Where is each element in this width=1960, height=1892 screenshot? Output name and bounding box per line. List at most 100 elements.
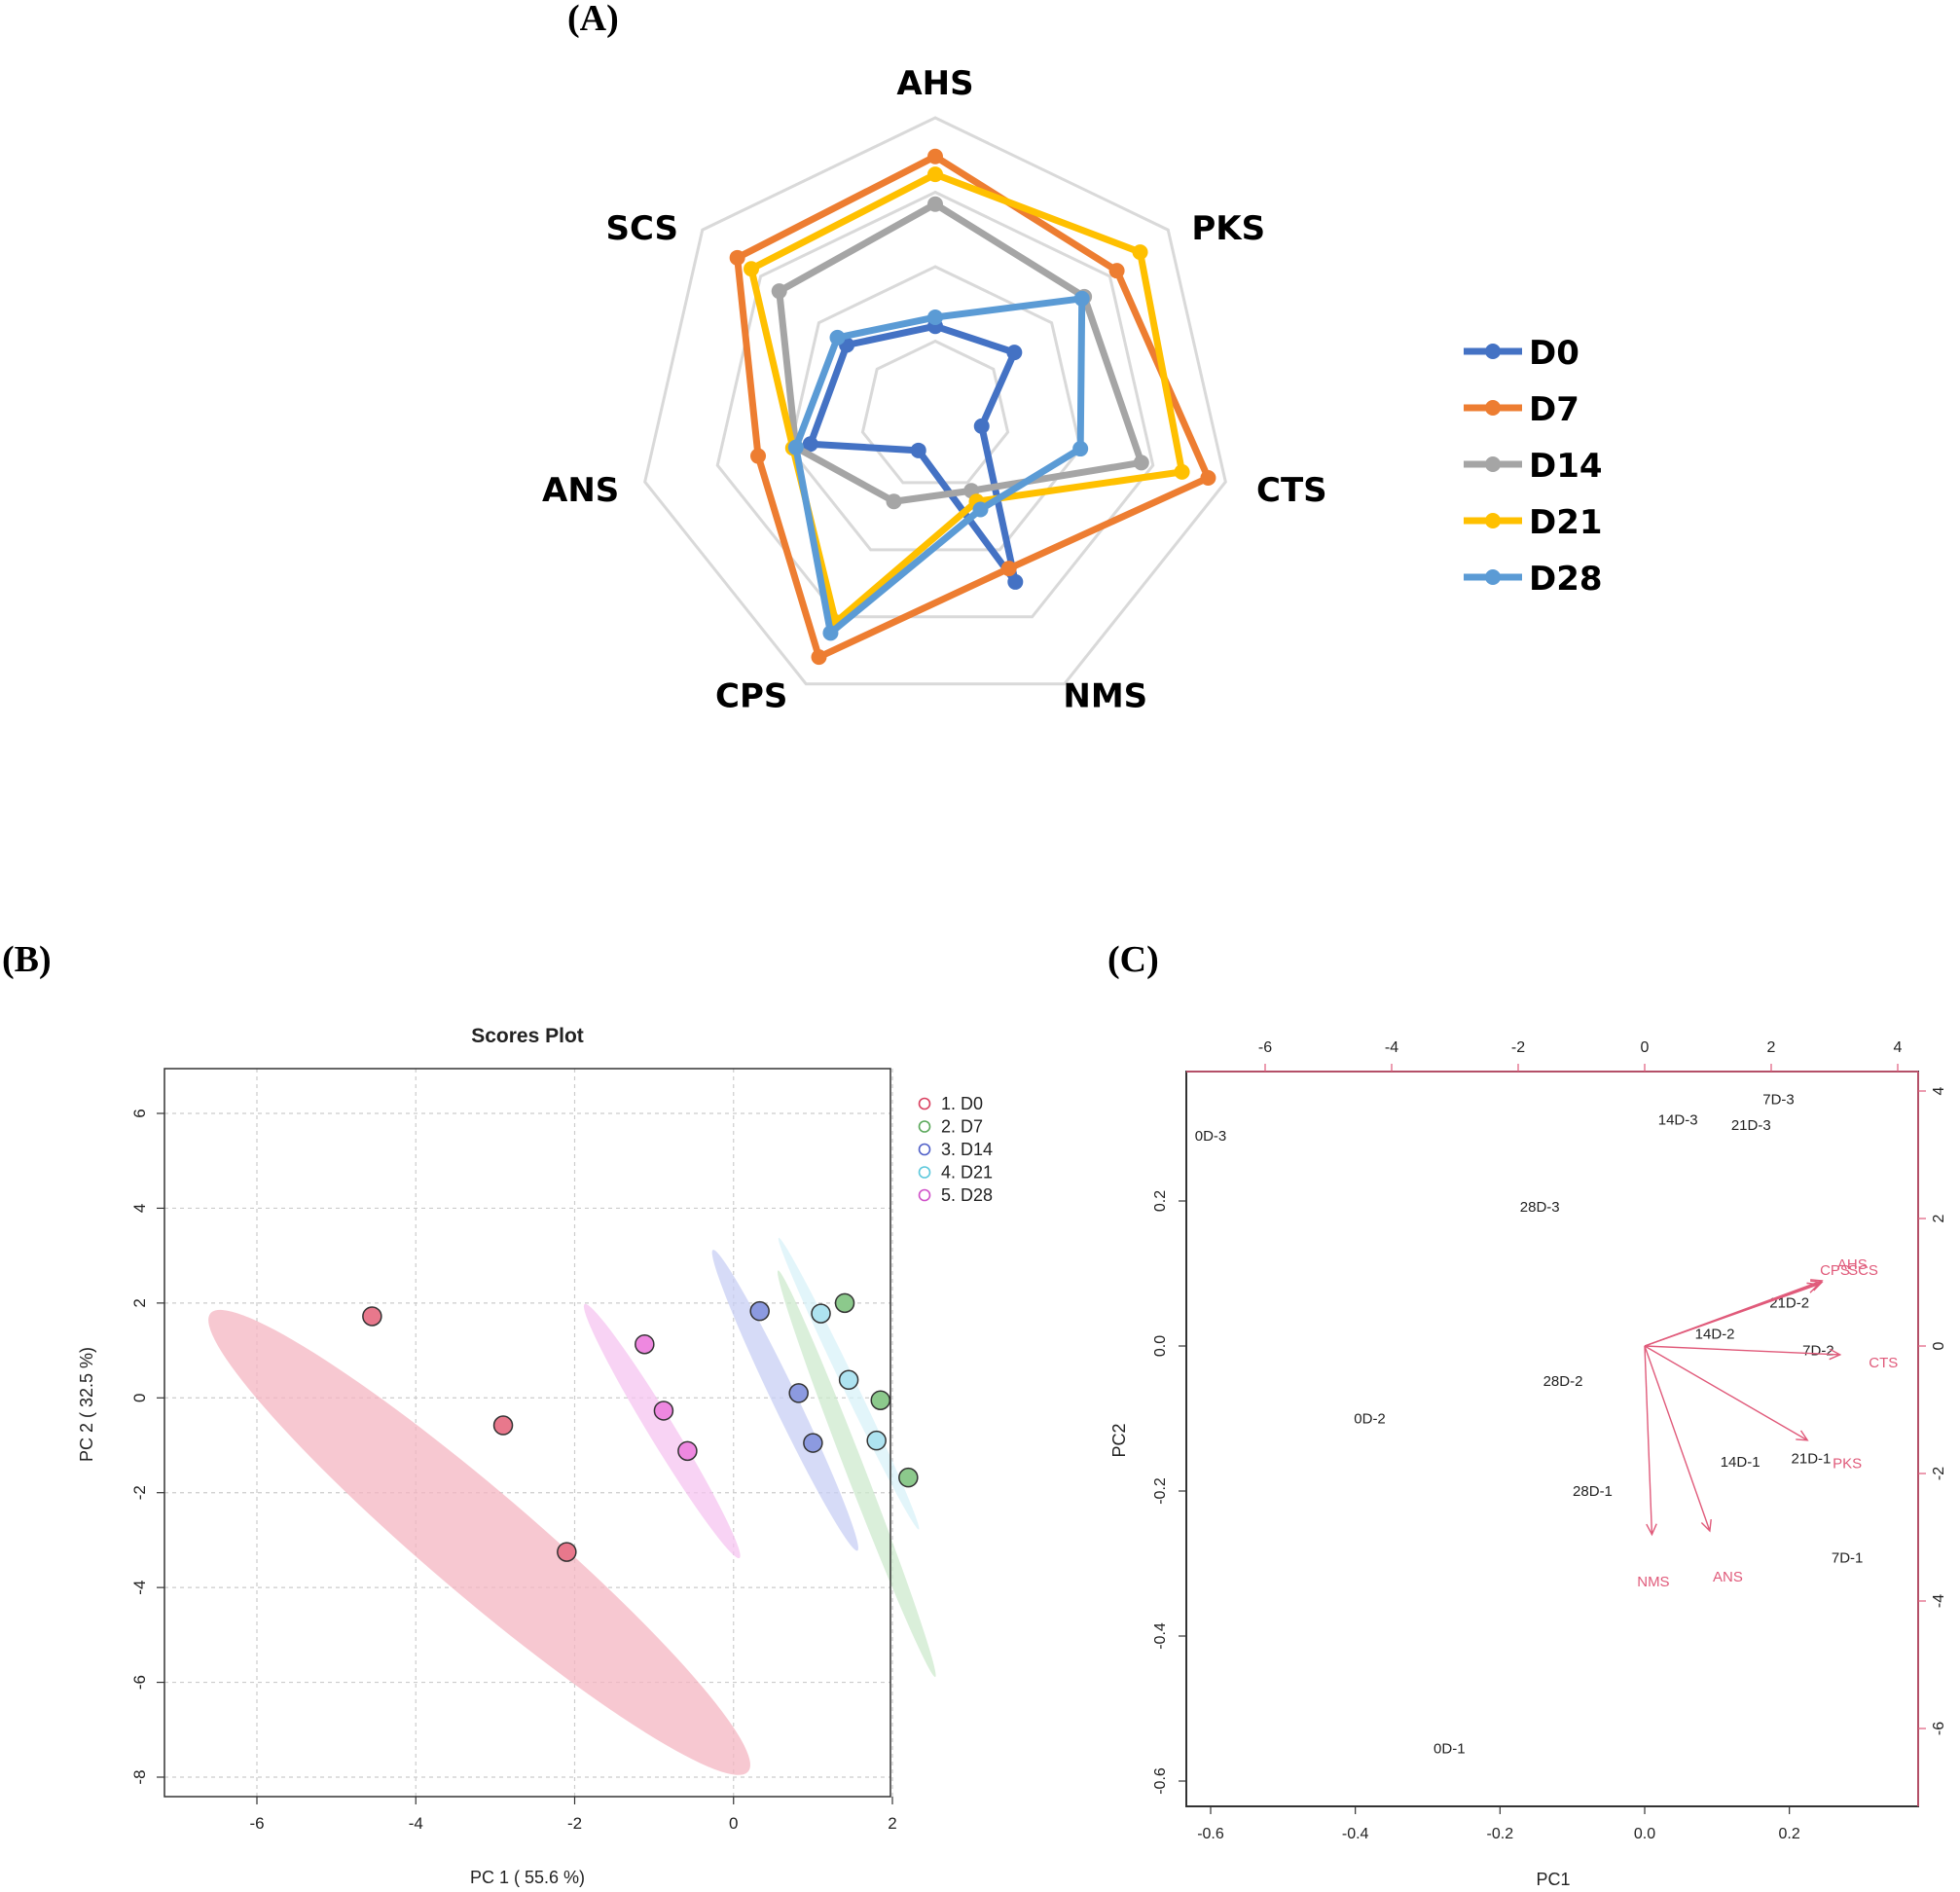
biplot-y-tick-label: 0.2 [1152,1190,1169,1212]
radar-point-d28 [787,439,804,455]
scores-x-label: PC 1 ( 55.6 %) [470,1868,585,1887]
radar-point-d21 [1132,244,1148,261]
radar-point-d14 [1133,455,1149,471]
radar-series-line-d0 [807,322,1019,586]
scores-point-d14 [803,1433,823,1453]
scores-ellipse-d14 [711,1250,858,1551]
radar-axis-label-nms: NMS [1063,677,1147,716]
scores-point-d21 [811,1303,831,1324]
biplot-observation-label: 14D-1 [1721,1454,1760,1471]
radar-axis-label-pks: PKS [1191,209,1265,248]
scores-plot-title: Scores Plot [471,1025,584,1047]
scores-x-tick-label: -6 [249,1814,264,1833]
radar-grid-ring [715,190,1155,619]
biplot-right-tick-label: -2 [1931,1467,1947,1480]
scores-ellipse-d7 [777,1270,936,1678]
radar-legend-marker-d14 [1485,456,1501,472]
radar-point-d0 [973,418,990,434]
scores-x-tick-label: -4 [409,1814,423,1833]
radar-point-d28 [972,501,989,518]
radar-point-d7 [729,249,745,266]
scores-point-d21 [838,1369,859,1391]
biplot-observation-label: 0D-1 [1434,1740,1466,1757]
biplot-right-tick-label: -6 [1931,1722,1947,1735]
radar-axis-label-cts: CTS [1256,471,1327,510]
biplot-right-tick-label: 0 [1931,1341,1947,1350]
biplot-x-label: PC1 [1536,1870,1570,1889]
scores-legend-marker-d28 [918,1188,931,1202]
radar-point-d7 [1200,470,1216,487]
biplot-observation-label: 7D-1 [1832,1550,1864,1567]
radar-point-d28 [829,329,846,346]
radar-point-d14 [927,196,943,212]
radar-series-line-d28 [792,295,1086,637]
biplot-observation-label: 0D-2 [1354,1411,1386,1428]
biplot-x-tick-label: -0.4 [1342,1826,1369,1842]
radar-point-d28 [822,625,839,641]
biplot-observation-label: 7D-2 [1802,1342,1834,1359]
biplot-variable-label-scs: SCS [1848,1262,1878,1279]
radar-legend-marker-d21 [1485,513,1501,528]
scores-y-tick-label: -6 [130,1675,149,1690]
biplot-variable-label-pks: PKS [1833,1456,1862,1473]
scores-point-d0 [492,1415,514,1436]
biplot-right-tick-label: -4 [1931,1594,1947,1608]
radar-legend-marker-d7 [1485,400,1501,416]
biplot-x-tick-label: 0.0 [1634,1826,1655,1842]
biplot-arrowhead-pks [1796,1430,1809,1441]
biplot-x-tick-label: -0.2 [1487,1826,1514,1842]
scores-y-tick-label: 2 [130,1298,149,1307]
radar-point-d28 [1072,441,1089,457]
radar-chart: AHS PKS CTS NMS CPS ANS SCS D0 D7 D14 D21 D28 [542,64,1603,716]
radar-point-d7 [1000,561,1017,577]
biplot-y-label: PC2 [1109,1423,1129,1457]
scores-point-d14 [749,1300,770,1322]
scores-ellipse-d28 [583,1303,741,1559]
biplot-arrow-cts [1644,1345,1840,1356]
scores-point-d7 [834,1292,855,1314]
scores-legend-label-d0: 1. D0 [941,1094,983,1113]
scores-point-d28 [635,1333,655,1355]
biplot-y-tick-label: -0.6 [1152,1767,1169,1795]
radar-legend-label-d21: D21 [1529,503,1603,542]
panel-label-c: (C) [1107,939,1159,980]
radar-legend-marker-d28 [1485,569,1501,585]
scores-point-d0 [557,1542,577,1562]
biplot-variable-label-cps: CPS [1820,1262,1850,1279]
biplot-y-tick-label: -0.4 [1152,1622,1169,1650]
biplot-variable-label-ahs: AHS [1837,1256,1868,1273]
scores-legend-label-d28: 5. D28 [941,1185,993,1205]
radar-legend-marker-d0 [1485,344,1501,359]
biplot-arrow-scs [1644,1281,1823,1347]
radar-series-line-d21 [747,170,1186,626]
radar-legend-label-d14: D14 [1529,447,1603,486]
scores-plot: Scores Plot PC 1 ( 55.6 %) PC 2 ( 32.5 %… [77,1025,993,1887]
scores-plot-frame [163,1068,891,1798]
biplot-observation-label: 21D-1 [1792,1450,1832,1467]
radar-series-line-d14 [776,200,1145,505]
scores-legend-label-d21: 4. D21 [941,1163,993,1182]
biplot-observation-label: 14D-3 [1658,1112,1698,1129]
biplot-arrowhead-ans [1700,1518,1712,1533]
radar-point-d0 [1007,573,1024,590]
biplot-arrowhead-cps [1806,1282,1820,1293]
scores-y-tick-label: 6 [130,1109,149,1117]
radar-axis-label-cps: CPS [715,677,787,716]
radar-grid-ring [788,265,1082,552]
biplot-observation-label: 7D-3 [1762,1092,1795,1109]
scores-point-d7 [898,1467,919,1488]
scores-y-tick-label: 0 [130,1394,149,1402]
radar-point-d14 [771,283,787,300]
scores-point-d0 [362,1306,382,1327]
radar-series-line-d7 [734,153,1212,661]
biplot-top-tick-label: 0 [1641,1039,1650,1056]
biplot-variable-label-cts: CTS [1869,1355,1898,1371]
biplot-variable-label-ans: ANS [1713,1569,1743,1585]
biplot-x-tick-label: 0.2 [1779,1826,1800,1842]
biplot-observation-label: 28D-3 [1520,1199,1560,1216]
biplot-arrow-pks [1644,1345,1808,1441]
scores-point-d14 [788,1383,809,1403]
scores-legend-marker-d0 [918,1097,931,1110]
biplot-observation-label: 14D-2 [1695,1326,1735,1342]
